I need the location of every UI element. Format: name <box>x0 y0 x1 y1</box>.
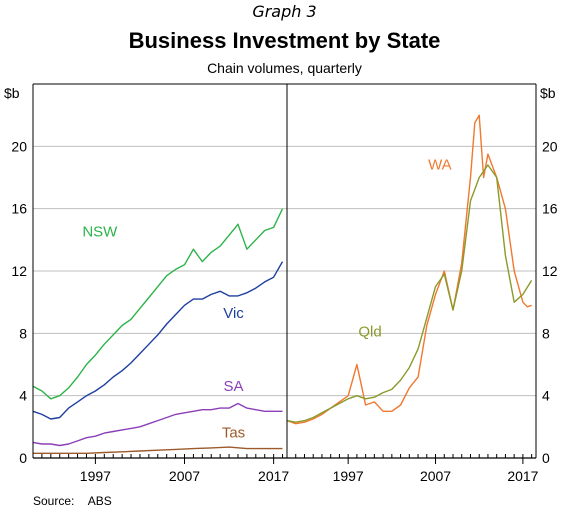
y-tick-label-left: 20 <box>11 138 27 154</box>
y-tick-label-left: 8 <box>19 325 27 341</box>
series-line-qld <box>286 164 533 423</box>
x-tick-label: 2007 <box>420 468 451 484</box>
source-label: Source: <box>33 494 75 508</box>
series-label-nsw: NSW <box>82 224 118 241</box>
x-tick-label: 1997 <box>333 468 364 484</box>
series-label-vic: Vic <box>223 305 244 322</box>
series-label-tas: Tas <box>222 425 245 442</box>
chart-subtitle: Chain volumes, quarterly <box>207 60 362 76</box>
y-tick-label-right: 4 <box>542 388 550 404</box>
y-tick-label-left: 0 <box>19 450 27 466</box>
y-tick-label-left: 12 <box>11 263 27 279</box>
series-label-wa: WA <box>428 157 452 174</box>
y-tick-label-left: 4 <box>19 388 27 404</box>
series-line-sa <box>32 402 283 447</box>
y-unit-label-right: $b <box>540 85 556 101</box>
y-tick-label-left: 16 <box>11 201 27 217</box>
y-tick-label-right: 16 <box>542 201 558 217</box>
x-tick-label: 2017 <box>258 468 289 484</box>
series-line-tas <box>33 446 283 454</box>
series-line-wa <box>286 114 532 425</box>
y-tick-label-right: 0 <box>542 450 550 466</box>
x-tick-label: 2007 <box>169 468 200 484</box>
series-line-nsw <box>32 208 284 400</box>
series-line-vic <box>32 261 284 420</box>
x-tick-label: 1997 <box>80 468 111 484</box>
y-tick-label-right: 20 <box>542 138 558 154</box>
y-tick-label-right: 12 <box>542 263 558 279</box>
source-value: ABS <box>87 494 112 508</box>
graph-number: Graph 3 <box>252 2 317 21</box>
x-tick-label: 2017 <box>507 468 538 484</box>
y-unit-label-left: $b <box>4 85 20 101</box>
source-note: Source: ABS <box>33 494 112 508</box>
y-tick-label-right: 8 <box>542 325 550 341</box>
series-label-sa: SA <box>224 378 244 395</box>
series-label-qld: Qld <box>358 323 381 340</box>
chart-title: Business Investment by State <box>128 28 441 53</box>
